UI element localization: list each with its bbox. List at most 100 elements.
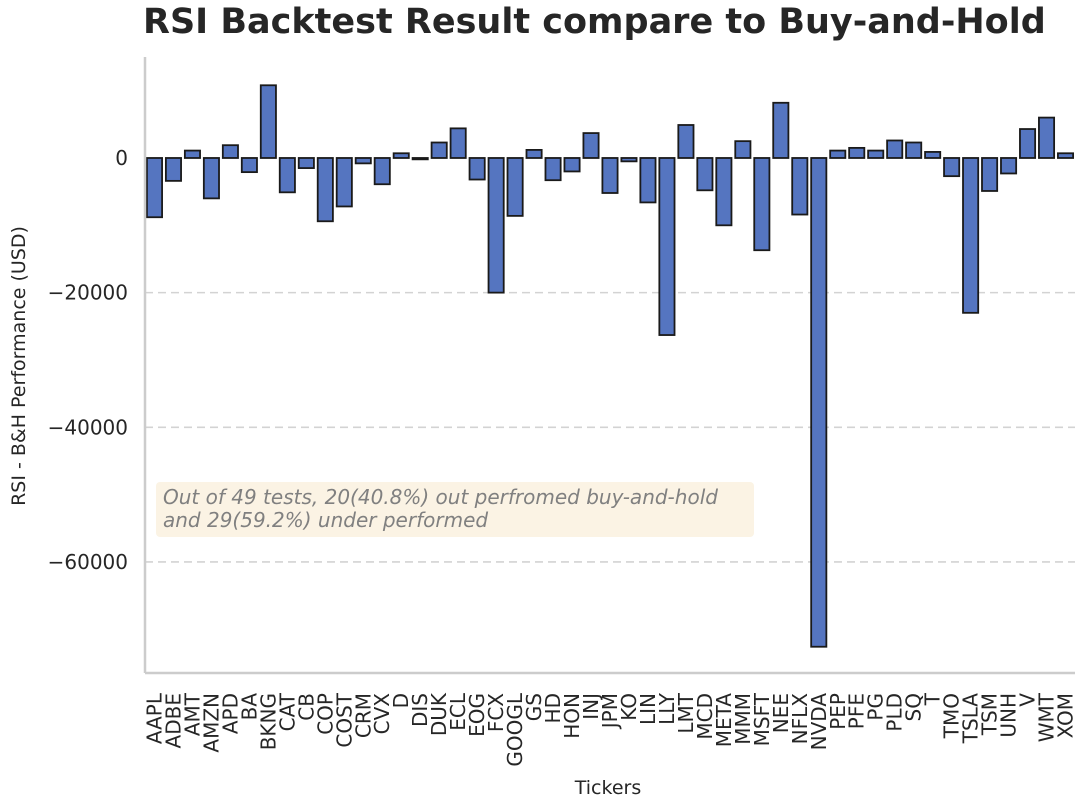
bar-cb <box>297 157 315 169</box>
bar-gs <box>525 149 543 159</box>
bar-bkng <box>259 84 277 159</box>
bar-crm <box>354 157 372 165</box>
bar-xom <box>1057 152 1075 159</box>
bar-mmm <box>734 140 752 159</box>
summary-annotation: Out of 49 tests, 20(40.8%) out perfromed… <box>156 482 754 537</box>
x-tick-label: LMT <box>674 692 698 733</box>
bar-pg <box>867 149 885 159</box>
bar-googl <box>506 157 524 217</box>
x-tick-label: V <box>1016 693 1040 707</box>
x-tick-label: JPM <box>598 693 622 730</box>
x-tick-label: CAT <box>275 692 299 731</box>
x-tick-label: CB <box>294 693 318 721</box>
y-tick-label: −40000 <box>48 415 128 439</box>
x-tick-label: MCD <box>693 693 717 740</box>
bar-lly <box>658 157 676 336</box>
x-tick-label: FCX <box>484 693 508 732</box>
x-tick-label: GS <box>522 693 546 721</box>
x-tick-label: SQ <box>902 693 926 721</box>
bar-cost <box>335 157 353 208</box>
x-tick-label: ADBE <box>161 693 185 748</box>
x-tick-label: COST <box>332 692 356 747</box>
bars <box>145 84 1075 648</box>
y-tick-label: −60000 <box>48 550 128 574</box>
annotation-line-1: Out of 49 tests, 20(40.8%) out perfromed… <box>163 485 718 509</box>
bar-d <box>392 152 410 159</box>
x-tick-label: BKNG <box>256 693 280 750</box>
x-tick-label: APD <box>218 693 242 734</box>
x-tick-label: BA <box>237 693 261 721</box>
bar-pep <box>829 149 847 159</box>
bar-msft <box>753 157 771 252</box>
chart-title: RSI Backtest Result compare to Buy-and-H… <box>143 2 1046 42</box>
bar-aapl <box>145 157 163 219</box>
x-tick-label: MSFT <box>750 692 774 746</box>
x-tick-label: PLD <box>883 693 907 732</box>
bar-tmo <box>943 157 961 178</box>
x-tick-label: NEE <box>769 693 793 733</box>
y-tick-label: −20000 <box>48 281 128 305</box>
x-tick-label: WMT <box>1035 692 1059 742</box>
x-tick-label: GOOGL <box>503 692 527 766</box>
x-tick-label: TSM <box>978 693 1002 736</box>
bar-lin <box>639 157 657 204</box>
bar-ko <box>620 157 638 163</box>
x-tick-label: PFE <box>845 693 869 729</box>
bar-tsm <box>981 157 999 192</box>
x-tick-label: AMZN <box>199 693 223 753</box>
x-tick-labels: AAPLADBEAMTAMZNAPDBABKNGCATCBCOPCOSTCRMC… <box>142 692 1077 767</box>
x-tick-label: KO <box>617 693 641 721</box>
bar-wmt <box>1038 116 1056 159</box>
bar-amt <box>183 149 201 159</box>
y-axis-label: RSI - B&H Performance (USD) <box>8 226 30 506</box>
x-tick-label: DIS <box>408 693 432 727</box>
x-tick-label: NVDA <box>807 693 831 751</box>
bar-ba <box>240 157 258 174</box>
bar-nflx <box>791 157 809 216</box>
bar-duk <box>430 141 448 159</box>
x-axis-label: Tickers <box>574 777 642 799</box>
bar-cat <box>278 157 296 194</box>
bar-pld <box>886 139 904 159</box>
bar-nee <box>772 101 790 159</box>
x-tick-label: D <box>389 693 413 708</box>
x-tick-label: CVX <box>370 693 394 735</box>
y-tick-labels: 0 −20000 −40000 −60000 <box>48 146 128 574</box>
x-tick-label: EOG <box>465 693 489 737</box>
bar-cvx <box>373 157 391 186</box>
bar-cop <box>316 157 334 223</box>
grid-lines <box>145 291 1075 563</box>
bar-pfe <box>848 146 866 159</box>
x-tick-label: MMM <box>731 693 755 745</box>
bar-lmt <box>677 124 695 159</box>
bar-inj <box>582 132 600 159</box>
bar-sq <box>905 141 923 159</box>
x-tick-label: CRM <box>351 693 375 738</box>
bar-mcd <box>696 157 714 192</box>
annotation-line-2: and 29(59.2%) under performed <box>163 508 489 532</box>
bar-hd <box>544 157 562 182</box>
x-tick-label: AMT <box>180 692 204 736</box>
bar-unh <box>1000 157 1018 175</box>
x-tick-label: HON <box>560 693 584 739</box>
x-tick-label: UNH <box>997 693 1021 738</box>
bar-eog <box>468 157 486 181</box>
x-tick-label: XOM <box>1054 693 1078 738</box>
x-tick-label: LIN <box>636 693 660 725</box>
x-tick-label: COP <box>313 693 337 735</box>
x-tick-label: PEP <box>826 693 850 730</box>
bar-nvda <box>810 157 828 648</box>
x-tick-label: LLY <box>655 692 679 725</box>
axes <box>143 57 1075 675</box>
bar-amzn <box>202 157 220 200</box>
bar-hon <box>563 157 581 173</box>
bar-dis <box>411 157 429 161</box>
x-tick-label: TMO <box>940 693 964 739</box>
x-tick-label: PG <box>864 693 888 721</box>
bar-apd <box>221 144 239 159</box>
x-tick-label: HD <box>541 693 565 723</box>
bar-meta <box>715 157 733 227</box>
bar-tsla <box>962 157 980 314</box>
bar-v <box>1019 128 1037 159</box>
